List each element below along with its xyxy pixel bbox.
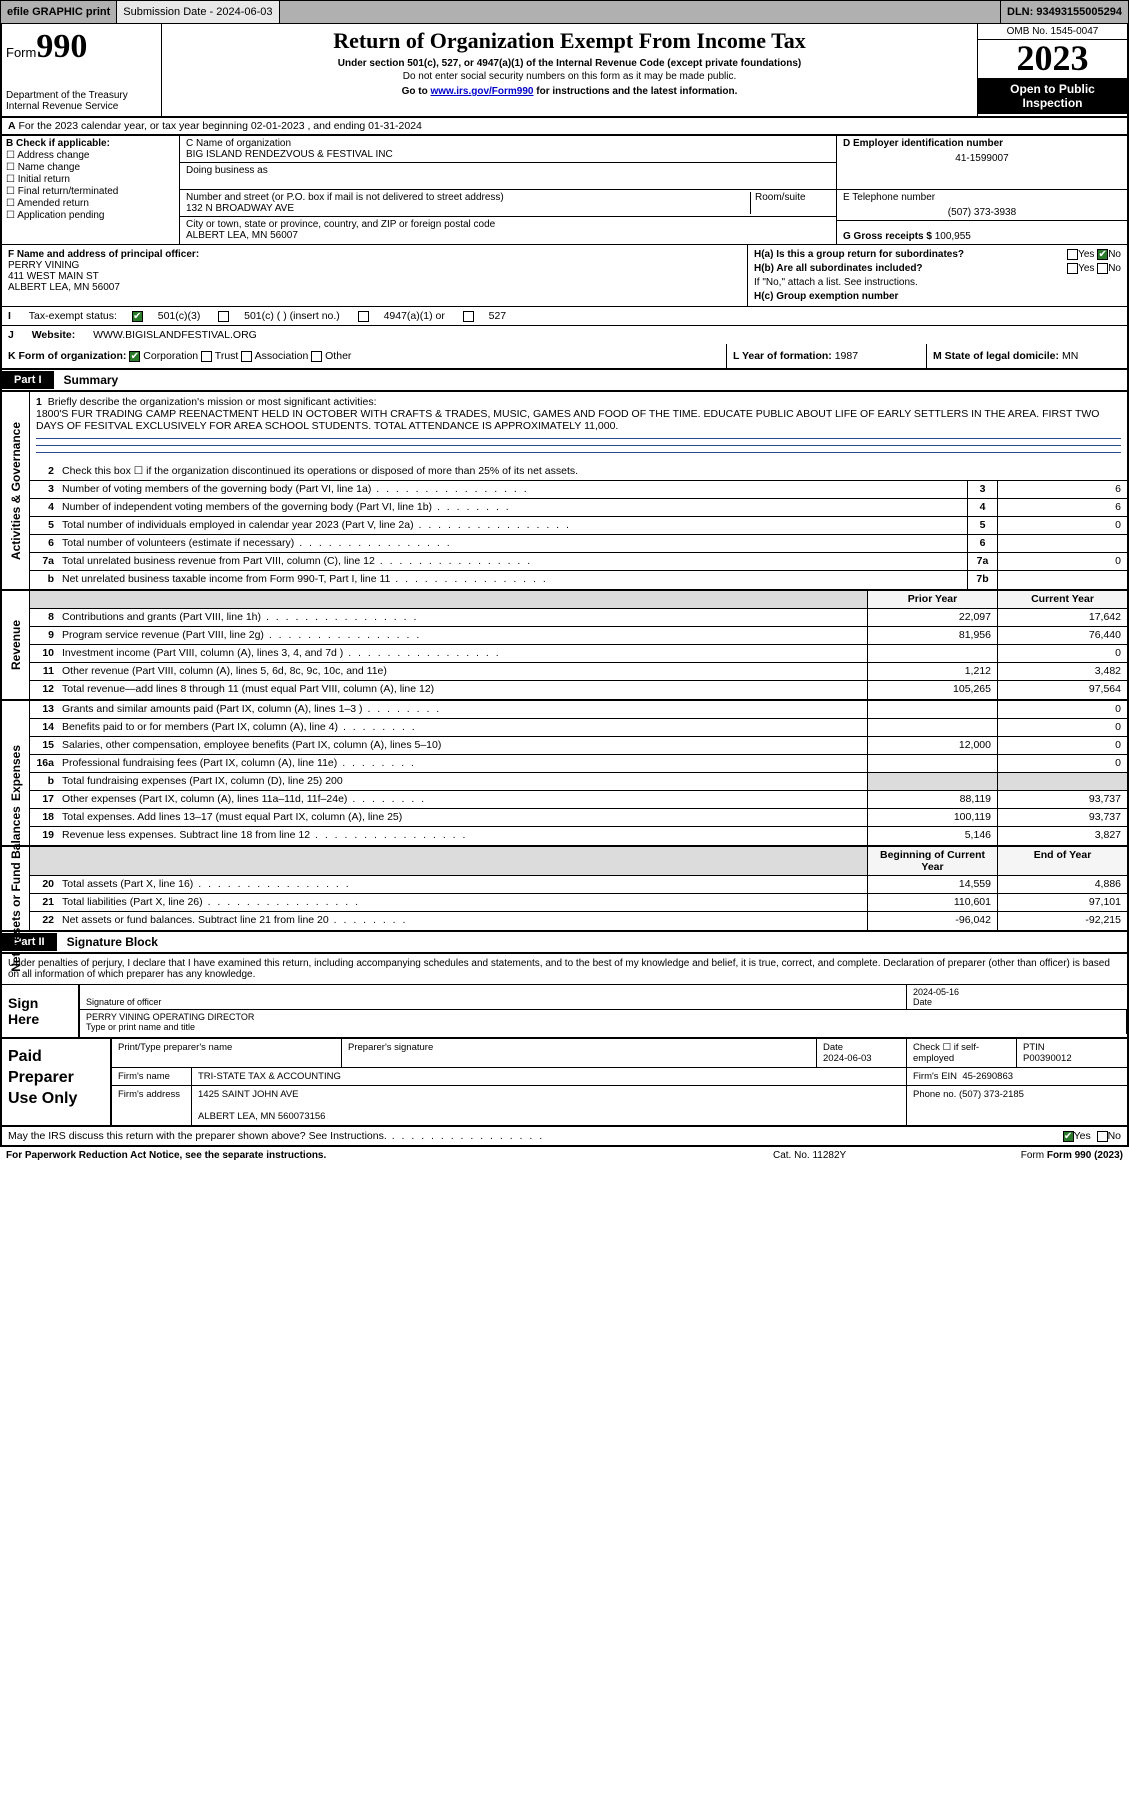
form-number: Form990 xyxy=(6,28,157,66)
footer: For Paperwork Reduction Act Notice, see … xyxy=(0,1147,1129,1164)
efile-label[interactable]: efile GRAPHIC print xyxy=(1,1,117,23)
ha-no[interactable] xyxy=(1097,249,1108,260)
subtitle-1: Under section 501(c), 527, or 4947(a)(1)… xyxy=(170,58,969,69)
header-left: Form990 Department of the Treasury Inter… xyxy=(2,24,162,116)
box-h: H(a) Is this a group return for subordin… xyxy=(747,245,1127,306)
box-b: B Check if applicable: Address change Na… xyxy=(2,136,180,244)
street: 132 N BROADWAY AVE xyxy=(186,203,294,214)
domicile: MN xyxy=(1062,350,1078,362)
website: WWW.BIGISLANDFESTIVAL.ORG xyxy=(93,329,257,341)
dept-treasury: Department of the Treasury Internal Reve… xyxy=(6,90,157,112)
form-990: 990 xyxy=(36,28,87,65)
paid-preparer: Paid Preparer Use Only Print/Type prepar… xyxy=(0,1039,1129,1127)
row-a-tax-year: A For the 2023 calendar year, or tax yea… xyxy=(0,118,1129,136)
form-header: Form990 Department of the Treasury Inter… xyxy=(0,24,1129,118)
section-revenue: Revenue Prior YearCurrent Year 8Contribu… xyxy=(0,591,1129,701)
header-mid: Return of Organization Exempt From Incom… xyxy=(162,24,977,116)
part2-header: Part II Signature Block xyxy=(0,932,1129,954)
mission-text: 1800'S FUR TRADING CAMP REENACTMENT HELD… xyxy=(36,408,1099,432)
phone: (507) 373-3938 xyxy=(843,207,1121,218)
chk-address-change[interactable]: Address change xyxy=(6,150,175,161)
irs-link[interactable]: www.irs.gov/Form990 xyxy=(430,86,533,97)
row-klm: K Form of organization: Corporation Trus… xyxy=(0,344,1129,370)
section-net-assets: Net Assets or Fund Balances Beginning of… xyxy=(0,847,1129,932)
chk-app-pending[interactable]: Application pending xyxy=(6,210,175,221)
topbar-spacer xyxy=(280,1,1002,23)
sign-here: Sign Here Signature of officer2024-05-16… xyxy=(0,984,1129,1039)
corp-check[interactable] xyxy=(129,351,140,362)
topbar: efile GRAPHIC print Submission Date - 20… xyxy=(0,0,1129,24)
501c3-check[interactable] xyxy=(132,311,143,322)
box-f: F Name and address of principal officer:… xyxy=(2,245,747,306)
val-6 xyxy=(997,535,1127,552)
box-c: C Name of organizationBIG ISLAND RENDEZV… xyxy=(180,136,1127,244)
officer-sig-name: PERRY VINING OPERATING DIRECTOR xyxy=(86,1012,254,1022)
discuss-yes[interactable] xyxy=(1063,1131,1074,1142)
header-right: OMB No. 1545-0047 2023 Open to Public In… xyxy=(977,24,1127,116)
year-formation: 1987 xyxy=(835,350,858,362)
discuss-row: May the IRS discuss this return with the… xyxy=(0,1127,1129,1147)
section-expenses: Expenses 13Grants and similar amounts pa… xyxy=(0,701,1129,847)
chk-amended[interactable]: Amended return xyxy=(6,198,175,209)
form-word: Form xyxy=(6,45,36,60)
row-fgh: F Name and address of principal officer:… xyxy=(0,244,1129,307)
chk-name-change[interactable]: Name change xyxy=(6,162,175,173)
submission-date: Submission Date - 2024-06-03 xyxy=(117,1,279,23)
org-name: BIG ISLAND RENDEZVOUS & FESTIVAL INC xyxy=(186,149,393,160)
ptin: P00390012 xyxy=(1023,1053,1072,1064)
city-state-zip: ALBERT LEA, MN 56007 xyxy=(186,230,298,241)
chk-final-return[interactable]: Final return/terminated xyxy=(6,186,175,197)
ein: 41-1599007 xyxy=(843,153,1121,164)
part1-header: Part I Summary xyxy=(0,370,1129,392)
entity-block: B Check if applicable: Address change Na… xyxy=(0,136,1129,244)
firm-name: TRI-STATE TAX & ACCOUNTING xyxy=(192,1068,907,1085)
val-7a: 0 xyxy=(997,553,1127,570)
open-to-public: Open to Public Inspection xyxy=(978,78,1127,114)
form-title: Return of Organization Exempt From Incom… xyxy=(170,28,969,54)
subtitle-3: Go to www.irs.gov/Form990 for instructio… xyxy=(170,86,969,97)
dln: DLN: 93493155005294 xyxy=(1001,1,1128,23)
tax-year: 2023 xyxy=(978,40,1127,78)
section-governance: Activities & Governance 1 Briefly descri… xyxy=(0,392,1129,591)
firm-phone: (507) 373-2185 xyxy=(959,1089,1024,1100)
officer-name: PERRY VINING xyxy=(8,260,79,271)
chk-initial-return[interactable]: Initial return xyxy=(6,174,175,185)
val-7b xyxy=(997,571,1127,589)
val-4: 6 xyxy=(997,499,1127,516)
row-ij: I Tax-exempt status: 501(c)(3) 501(c) ( … xyxy=(0,307,1129,344)
perjury-text: Under penalties of perjury, I declare th… xyxy=(0,954,1129,984)
gross-receipts: 100,955 xyxy=(935,231,971,242)
subtitle-2: Do not enter social security numbers on … xyxy=(170,71,969,82)
val-3: 6 xyxy=(997,481,1127,498)
firm-ein: 45-2690863 xyxy=(962,1071,1013,1082)
mission-block: 1 Briefly describe the organization's mi… xyxy=(30,392,1127,463)
val-5: 0 xyxy=(997,517,1127,534)
